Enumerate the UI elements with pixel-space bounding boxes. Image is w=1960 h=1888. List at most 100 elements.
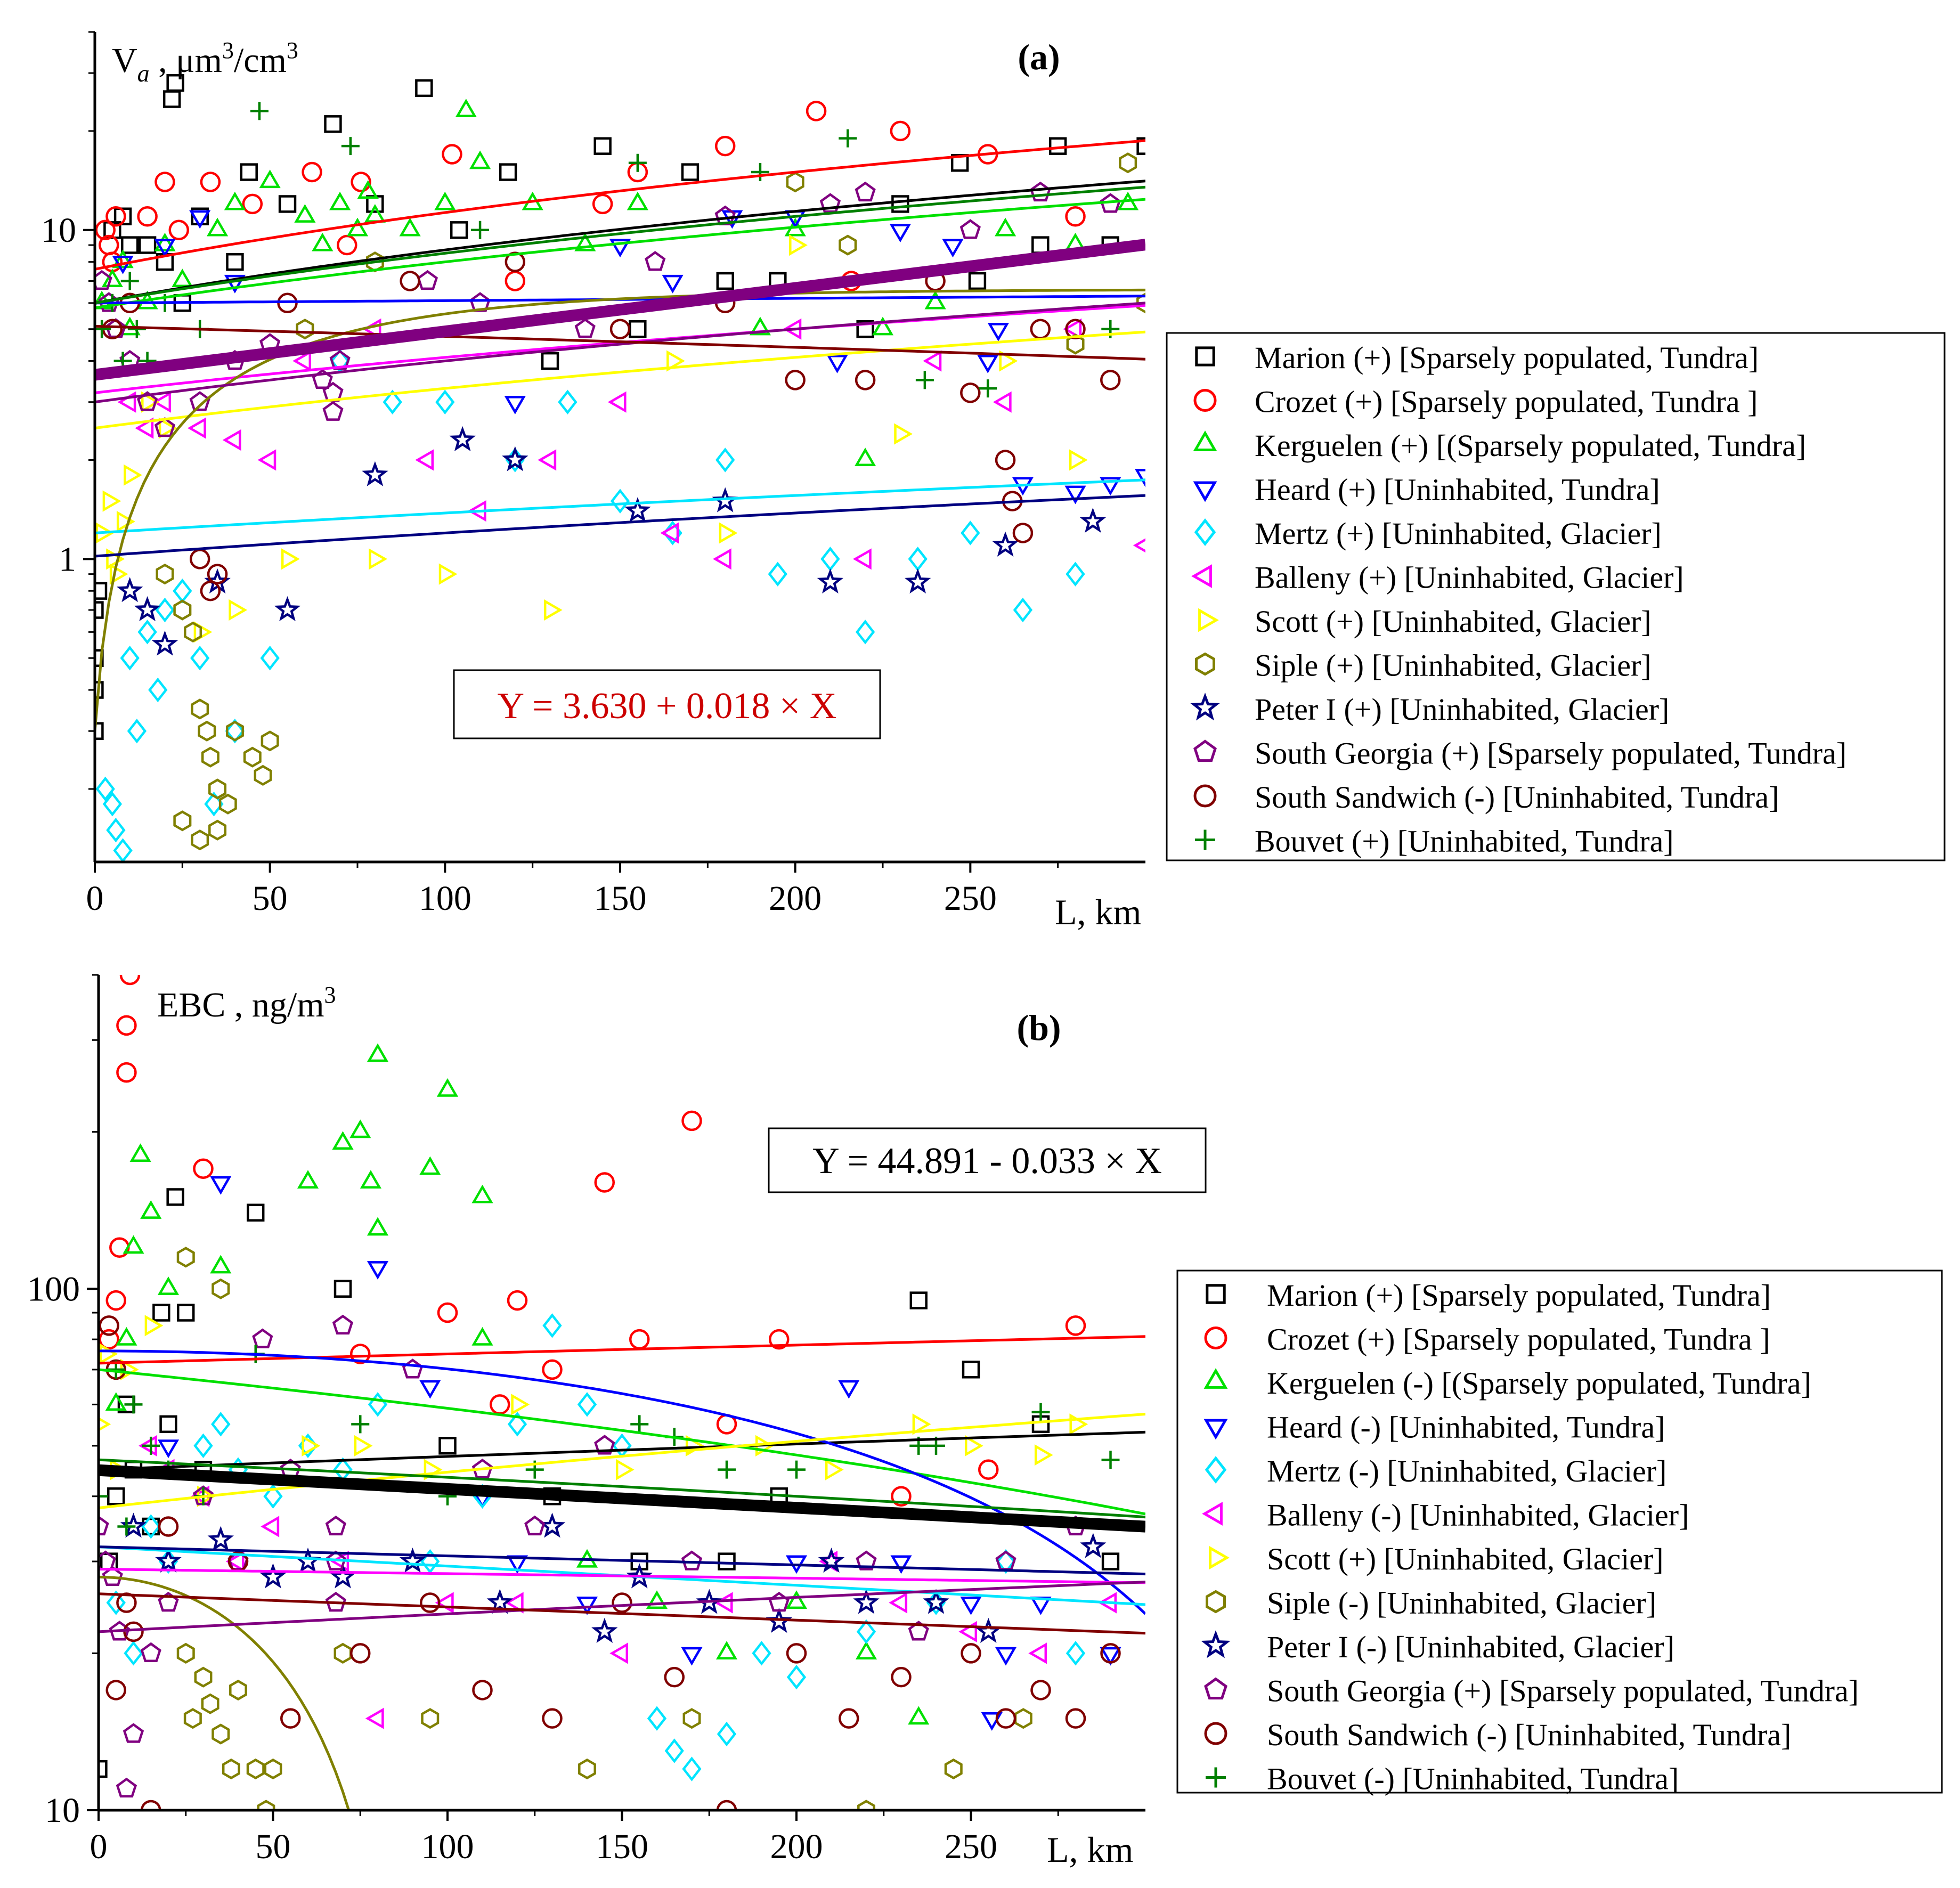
panel-a-point-south-sandwich <box>1012 523 1034 543</box>
panel-b-point-south-georgia <box>252 1328 273 1348</box>
panel-a-point-mertz <box>715 447 735 473</box>
panel-b-xtick-label: 150 <box>596 1827 648 1866</box>
panel-b-point-mertz <box>333 1457 353 1482</box>
legend-label: Mertz (+) [Uninhabited, Glacier] <box>1255 516 1662 551</box>
panel-a-point-mertz <box>173 578 192 604</box>
panel-a-point-heard <box>154 239 176 258</box>
panel-a-point-heard <box>609 239 631 258</box>
panel-a-fit-mertz <box>95 478 1145 534</box>
panel-b-point-south-sandwich <box>472 1680 493 1700</box>
panel-b-point-peter-i <box>155 1548 182 1573</box>
panel-b-point-siple <box>176 1642 195 1664</box>
panel-b-point-marion <box>1101 1552 1120 1570</box>
panel-b-point-siple <box>857 1800 875 1810</box>
panel-b-xtick-label: 0 <box>90 1827 108 1866</box>
panel-a-xtick-label: 50 <box>253 879 288 918</box>
panel-b-point-bouvet <box>117 1517 136 1536</box>
panel-a-point-scott <box>789 234 808 256</box>
panel-b-point-crozet <box>507 1290 528 1311</box>
panel-a-point-bouvet <box>250 102 269 120</box>
panel-b-point-marion <box>166 1188 184 1206</box>
panel-a-point-scott <box>281 548 300 570</box>
legend-marker-crozet <box>1204 1327 1227 1349</box>
panel-b-point-bouvet <box>630 1415 649 1434</box>
panel-b-fit-bouvet <box>99 1458 1145 1519</box>
panel-a-point-kerguelen <box>749 316 771 336</box>
legend-label: Heard (-) [Uninhabited, Tundra] <box>1267 1410 1665 1445</box>
panel-b-point-scott <box>1034 1444 1053 1466</box>
panel-a-mean-fit-line <box>95 239 1145 381</box>
panel-a-point-siple <box>173 599 192 621</box>
panel-a-point-marion <box>166 74 184 92</box>
panel-a-point-bouvet <box>120 272 139 290</box>
panel-a-xtick-label: 100 <box>419 879 471 918</box>
panel-a-point-south-georgia <box>959 219 981 239</box>
panel-a-point-balleny <box>712 548 731 570</box>
panel-a-point-south-sandwich <box>785 370 806 390</box>
panel-b-point-siple <box>212 1278 230 1299</box>
panel-b-label: (b) <box>1016 1007 1061 1048</box>
legend-marker-siple <box>1206 1590 1226 1614</box>
panel-b-point-bouvet <box>1101 1451 1120 1469</box>
panel-b-point-south-georgia <box>681 1550 703 1570</box>
panel-b-point-mertz <box>647 1706 667 1731</box>
panel-a-fit-marion <box>95 180 1145 305</box>
legend-marker-marion <box>1206 1284 1226 1304</box>
panel-b-point-marion <box>159 1415 177 1434</box>
panel-a-point-marion <box>240 163 258 181</box>
panel-a-point-crozet <box>168 219 190 241</box>
panel-b-point-crozet <box>1065 1315 1086 1336</box>
panel-a-point-marion <box>499 163 517 181</box>
panel-a-point-mertz <box>102 792 123 817</box>
panel-a-ylabel: Va , μm3/cm3 <box>112 37 298 87</box>
panel-a-point-mertz <box>435 389 455 414</box>
panel-a-point-bouvet <box>915 371 934 389</box>
legend-marker-balleny <box>1202 1502 1223 1526</box>
panel-b-point-mertz <box>996 1549 1016 1574</box>
panel-b-point-siple <box>222 1758 240 1780</box>
panel-a-point-siple <box>254 764 272 786</box>
panel-a-ytick-label: 1 <box>59 540 76 579</box>
panel-a-point-marion <box>278 195 297 213</box>
panel-a-point-crozet <box>627 161 648 183</box>
panel-a-point-bouvet <box>471 221 490 239</box>
panel-b-equation-box <box>768 1127 1207 1193</box>
panel-a-point-peter-i <box>362 461 388 486</box>
panel-b-point-peter-i <box>696 1589 722 1614</box>
panel-b-xtick-label: 100 <box>421 1827 474 1866</box>
panel-a-point-marion <box>324 115 342 133</box>
panel-a-point-south-georgia <box>322 401 344 421</box>
panel-a-point-kerguelen <box>399 217 421 237</box>
panel-a-point-siple <box>1136 292 1145 314</box>
panel-b-point-south-sandwich <box>349 1643 371 1664</box>
panel-b-point-peter-i <box>1080 1533 1107 1558</box>
legend-marker-mertz <box>1194 518 1216 546</box>
panel-b-point-kerguelen <box>105 1392 127 1411</box>
panel-a-point-kerguelen <box>154 232 176 251</box>
panel-a-point-siple <box>296 319 314 340</box>
panel-b-point-crozet <box>489 1394 510 1415</box>
panel-b-xtick-label: 200 <box>770 1827 823 1866</box>
panel-a-point-kerguelen <box>294 204 316 223</box>
panel-b-point-scott <box>511 1394 530 1415</box>
panel-a-point-mertz <box>558 389 578 414</box>
panel-a-point-kerguelen <box>469 150 491 169</box>
panel-b-fit-scott <box>99 1413 1145 1509</box>
panel-a-fit-peter-i <box>95 494 1145 558</box>
legend-marker-south-georgia <box>1193 739 1217 762</box>
panel-a-point-south-sandwich <box>102 319 123 339</box>
panel-a-point-balleny <box>607 391 627 413</box>
panel-a: 0 50 100 150 200 250 1 10 (a) Va , μm3/cm3 L, k… <box>41 31 1946 932</box>
panel-b-ytick-label: 100 <box>27 1269 80 1308</box>
panel-b-point-scott <box>964 1435 983 1457</box>
panel-a-point-kerguelen <box>112 249 134 268</box>
panel-a-point-south-sandwich <box>1100 370 1121 390</box>
panel-b-point-siple <box>257 1800 275 1810</box>
panel-b-point-heard <box>576 1596 598 1615</box>
panel-b-point-mertz <box>1066 1641 1086 1666</box>
panel-a-point-marion <box>121 236 139 254</box>
legend-label: Crozet (+) [Sparsely populated, Tundra ] <box>1267 1322 1770 1357</box>
panel-a-point-marion <box>113 207 132 225</box>
panel-b-point-south-sandwich <box>123 1621 144 1642</box>
legend-marker-crozet <box>1193 389 1217 412</box>
